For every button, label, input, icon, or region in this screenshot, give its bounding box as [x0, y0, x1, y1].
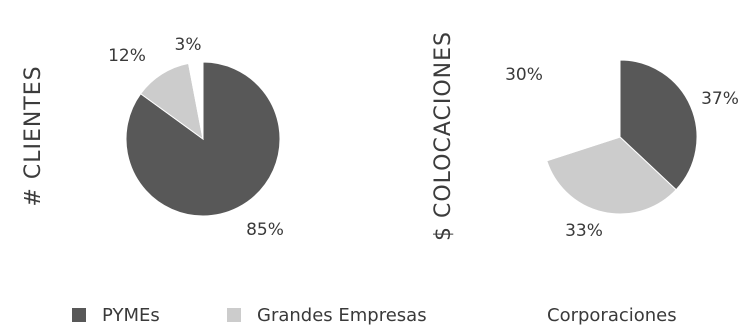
- clientes-slice-corporaciones: [187, 61, 204, 140]
- clientes-label-pymes: 85%: [246, 220, 284, 240]
- colocaciones-axis-title: $ COLOCACIONES: [431, 31, 456, 241]
- legend: PYMEs Grandes Empresas Corporaciones: [72, 300, 732, 330]
- colocaciones-slice-pymes: [619, 59, 698, 191]
- legend-item-grandes-empresas: Grandes Empresas: [227, 300, 427, 330]
- colocaciones-label-pymes: 37%: [701, 89, 739, 109]
- clientes-axis-title: # CLIENTES: [21, 65, 46, 206]
- legend-label-pymes: PYMEs: [102, 304, 160, 326]
- legend-item-pymes: PYMEs: [72, 300, 160, 330]
- colocaciones-label-corporaciones: 30%: [505, 65, 543, 85]
- colocaciones-pie-chart: $ COLOCACIONES 37% 33% 30%: [431, 31, 739, 241]
- legend-label-grandes-empresas: Grandes Empresas: [257, 304, 427, 326]
- legend-swatch-grandes-empresas: [227, 308, 241, 322]
- clientes-label-grandes-empresas: 12%: [108, 46, 146, 66]
- clientes-label-corporaciones: 3%: [175, 35, 202, 55]
- clientes-pie-chart: # CLIENTES 85% 12% 3%: [21, 35, 284, 240]
- colocaciones-slice-corporaciones: [542, 59, 621, 162]
- legend-swatch-corporaciones: [517, 308, 531, 322]
- legend-item-corporaciones: Corporaciones: [517, 300, 677, 330]
- legend-swatch-pymes: [72, 308, 86, 322]
- colocaciones-slice-grandes-empresas: [546, 136, 677, 215]
- colocaciones-label-grandes-empresas: 33%: [565, 221, 603, 241]
- legend-label-corporaciones: Corporaciones: [547, 304, 677, 326]
